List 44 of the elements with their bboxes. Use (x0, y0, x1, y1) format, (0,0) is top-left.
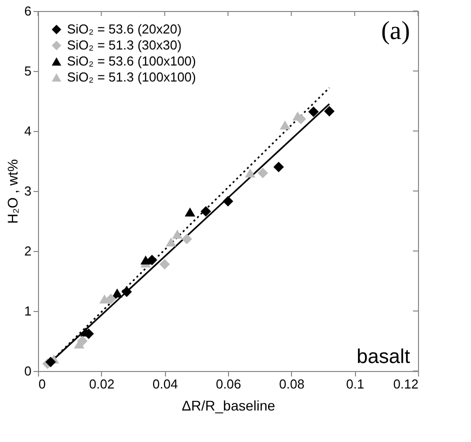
point (244, 168, 256, 178)
point (140, 255, 151, 265)
point (280, 120, 290, 130)
y-tick-label: 1 (24, 304, 32, 318)
point (121, 286, 132, 298)
point (146, 254, 158, 266)
x-tick-label: 0.08 (279, 376, 304, 392)
x-tick-label: 0.12 (393, 376, 418, 392)
point (182, 234, 192, 244)
legend-label: SiO₂ = 51.3 (30x30) (67, 38, 182, 52)
x-axis-title: ΔR/R_baseline (182, 398, 276, 414)
annotation: basalt (356, 346, 410, 368)
x-tick-label: 0.04 (152, 376, 178, 392)
point (112, 288, 122, 298)
point (308, 106, 319, 118)
y-tick-label: 0 (24, 364, 32, 378)
y-axis-title: H₂O , wt% (4, 159, 20, 224)
point (172, 230, 183, 239)
point (166, 237, 176, 247)
legend-label: SiO₂ = 51.3 (100x100) (67, 70, 196, 84)
point (106, 294, 116, 304)
point (77, 336, 88, 346)
point (200, 206, 212, 217)
point (273, 162, 284, 172)
point (222, 196, 234, 206)
point (45, 356, 56, 368)
point (258, 168, 268, 178)
point (184, 207, 196, 217)
annotation: (a) (381, 16, 410, 45)
point (159, 258, 170, 270)
x-tick-label: 0.06 (216, 376, 242, 392)
point (99, 294, 110, 304)
y-tick-label: 5 (24, 64, 32, 78)
y-tick-label: 6 (24, 4, 32, 18)
legend-label: SiO₂ = 53.6 (20x20) (67, 22, 182, 36)
point (324, 106, 335, 116)
x-tick-label: 0.1 (346, 376, 364, 392)
legend-label: SiO₂ = 53.6 (100x100) (67, 54, 196, 68)
y-tick-label: 2 (24, 244, 32, 258)
point (296, 114, 306, 124)
x-tick-label: 0 (38, 376, 46, 392)
y-tick-label: 3 (24, 184, 32, 198)
y-tick-label: 4 (24, 124, 32, 138)
x-tick-label: 0.02 (89, 376, 114, 392)
